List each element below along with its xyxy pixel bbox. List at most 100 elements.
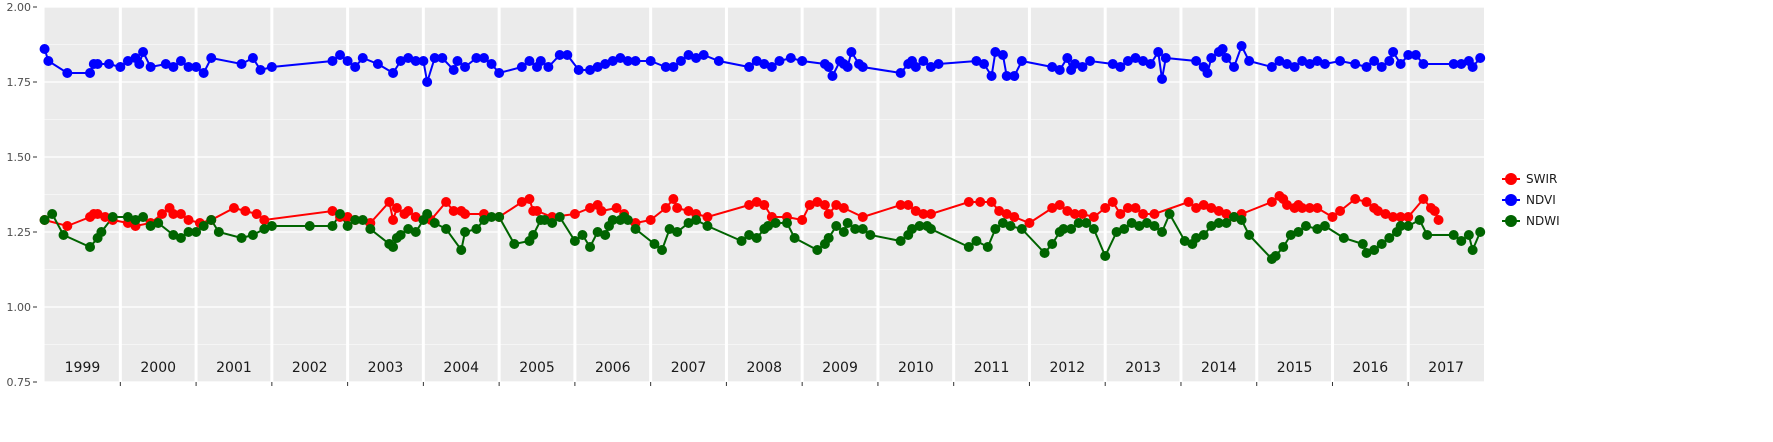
data-point-ndwi <box>630 224 641 234</box>
data-point-ndvi <box>645 56 656 66</box>
data-point-ndwi <box>130 215 141 225</box>
data-point-ndwi <box>1285 230 1296 240</box>
data-point-ndwi <box>213 227 224 237</box>
data-point-swir <box>175 209 186 219</box>
data-point-ndvi <box>1350 59 1361 69</box>
y-tick-label: 1.50 <box>7 151 32 164</box>
data-point-ndwi <box>1293 227 1304 237</box>
data-point-ndwi <box>736 236 747 246</box>
data-point-ndwi <box>831 221 842 231</box>
data-point-swir <box>1069 209 1080 219</box>
data-point-ndwi <box>395 230 406 240</box>
legend-label: NDVI <box>1526 193 1556 207</box>
data-point-ndvi <box>403 53 414 63</box>
data-point-ndvi <box>933 59 944 69</box>
data-point-ndvi <box>535 56 546 66</box>
facet-year-label: 2001 <box>216 360 252 376</box>
data-point-ndvi <box>342 56 353 66</box>
data-point-ndvi <box>971 56 982 66</box>
data-point-ndvi <box>1376 62 1387 72</box>
data-point-ndwi <box>388 242 399 252</box>
data-point-ndwi <box>1016 224 1027 234</box>
data-point-ndwi <box>429 218 440 228</box>
data-point-ndwi <box>1463 230 1474 240</box>
data-point-swir <box>384 197 395 207</box>
facet-year-label: 2009 <box>822 360 858 376</box>
data-point-swir <box>100 212 111 222</box>
data-point-swir <box>228 203 239 213</box>
data-point-ndvi <box>335 50 346 60</box>
data-point-ndwi <box>456 245 467 255</box>
data-point-ndwi <box>1475 227 1486 237</box>
data-point-ndwi <box>622 215 633 225</box>
data-point-ndwi <box>365 224 376 234</box>
data-point-ndvi <box>1217 44 1228 54</box>
data-point-ndwi <box>441 224 452 234</box>
data-point-ndvi <box>85 68 96 78</box>
data-point-swir <box>1206 203 1217 213</box>
data-point-ndvi <box>1388 47 1399 57</box>
data-point-swir <box>1429 206 1440 216</box>
y-tick-label: 1.00 <box>7 301 32 314</box>
data-point-swir <box>92 209 103 219</box>
data-point-swir <box>1327 212 1338 222</box>
data-point-ndwi <box>1126 218 1137 228</box>
data-point-ndwi <box>1361 248 1372 258</box>
data-point-swir <box>460 209 471 219</box>
data-point-ndwi <box>1395 221 1406 231</box>
data-point-ndwi <box>1403 221 1414 231</box>
data-point-ndvi <box>1403 50 1414 60</box>
data-point-swir <box>1198 200 1209 210</box>
data-point-ndwi <box>183 227 194 237</box>
data-point-swir <box>1418 194 1429 204</box>
data-point-ndvi <box>774 56 785 66</box>
legend-label: SWIR <box>1526 172 1557 186</box>
data-point-ndwi <box>823 233 834 243</box>
data-point-swir <box>183 215 194 225</box>
data-point-ndwi <box>592 227 603 237</box>
data-point-swir <box>1062 206 1073 216</box>
data-point-ndvi <box>422 77 433 87</box>
data-point-ndwi <box>1179 236 1190 246</box>
data-point-ndvi <box>698 50 709 60</box>
data-point-ndvi <box>751 56 762 66</box>
data-point-ndwi <box>145 221 156 231</box>
data-point-swir <box>812 197 823 207</box>
series-points <box>39 41 1486 264</box>
data-point-swir <box>1088 212 1099 222</box>
data-point-ndwi <box>702 221 713 231</box>
data-point-ndvi <box>1145 59 1156 69</box>
data-point-ndwi <box>335 209 346 219</box>
data-point-ndvi <box>1009 71 1020 81</box>
data-point-ndwi <box>153 218 164 228</box>
data-point-swir <box>1138 209 1149 219</box>
data-point-ndwi <box>350 215 361 225</box>
data-point-ndvi <box>486 59 497 69</box>
data-point-swir <box>1024 218 1035 228</box>
facet-year-label: 2017 <box>1428 360 1464 376</box>
data-point-ndwi <box>403 224 414 234</box>
data-point-ndwi <box>782 218 793 228</box>
facet-year-label: 2015 <box>1277 360 1313 376</box>
data-point-ndvi <box>1448 59 1459 69</box>
data-point-ndvi <box>1282 59 1293 69</box>
data-point-ndwi <box>175 233 186 243</box>
data-point-ndwi <box>691 215 702 225</box>
data-point-ndvi <box>1475 53 1486 63</box>
data-point-ndwi <box>1073 218 1084 228</box>
data-point-ndvi <box>823 62 834 72</box>
data-point-ndvi <box>925 62 936 72</box>
data-point-ndwi <box>266 221 277 231</box>
data-point-ndvi <box>1122 56 1133 66</box>
data-point-ndvi <box>607 56 618 66</box>
data-point-ndvi <box>1206 53 1217 63</box>
data-point-ndwi <box>1100 251 1111 261</box>
data-point-ndwi <box>1357 239 1368 249</box>
data-point-ndvi <box>1054 65 1065 75</box>
legend: SWIR NDVI NDWI <box>1502 172 1560 228</box>
data-point-swir <box>251 209 262 219</box>
data-point-swir <box>342 212 353 222</box>
data-point-ndwi <box>1448 230 1459 240</box>
data-point-swir <box>1001 209 1012 219</box>
data-point-ndvi <box>1016 56 1027 66</box>
